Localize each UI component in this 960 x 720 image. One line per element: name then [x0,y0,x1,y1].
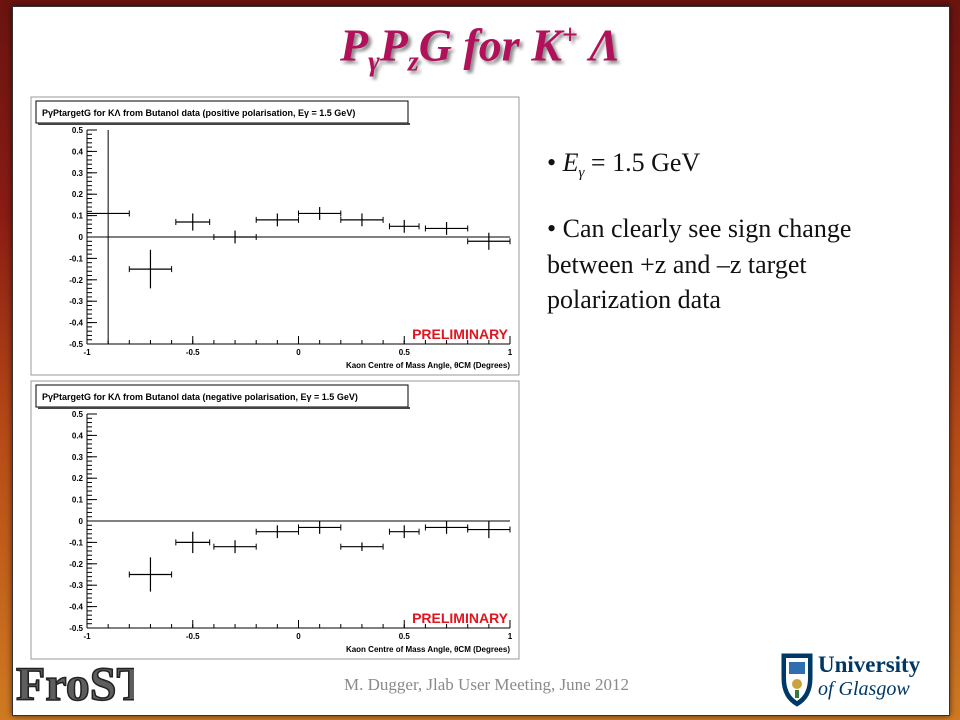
y-tick-label: 0.4 [72,431,84,440]
chart-title: PγPtargetG for KΛ from Butanol data (pos… [42,108,355,118]
x-axis-label: Kaon Centre of Mass Angle, θCM (Degrees) [346,645,510,654]
bullet-energy: • Eγ = 1.5 GeV [547,148,701,182]
data-point [388,219,420,233]
x-tick-label: 0.5 [399,348,411,357]
y-tick-label: -0.5 [69,624,83,633]
preliminary-label: PRELIMINARY [412,326,509,342]
data-point [298,521,342,534]
y-tick-label: -0.2 [69,560,83,569]
glasgow-crest-icon [781,653,813,707]
chart-title: PγPtargetG for KΛ from Butanol data (neg… [42,392,358,402]
positive-polarisation-plot: PγPtargetG for KΛ from Butanol data (pos… [30,96,520,376]
y-tick-label: 0.5 [72,126,84,135]
x-tick-label: -1 [83,348,91,357]
y-tick-label: -0.1 [69,538,83,547]
data-point [467,232,511,250]
x-axis-label: Kaon Centre of Mass Angle, θCM (Degrees) [346,361,510,370]
x-tick-label: 1 [508,348,513,357]
data-point [213,540,257,554]
university-of-glasgow-wordmark: University of Glasgow [818,652,921,700]
x-tick-label: -0.5 [186,632,200,641]
frost-logo: FroST [15,657,134,710]
footer-credit: M. Dugger, Jlab User Meeting, June 2012 [344,675,629,694]
data-point [128,249,173,289]
data-point [340,213,384,227]
x-tick-label: 1 [508,632,513,641]
y-tick-label: 0 [79,517,84,526]
y-tick-label: 0.4 [72,147,84,156]
bullet-list: • Eγ = 1.5 GeV • Can clearly see sign ch… [547,145,937,345]
y-tick-label: 0 [79,233,84,242]
slide-title: PγPzG for K+ Λ [339,19,621,78]
x-tick-label: -1 [83,632,91,641]
negative-polarisation-chart: PγPtargetG for KΛ from Butanol data (neg… [30,380,520,660]
x-tick-label: 0.5 [399,632,411,641]
y-tick-label: 0.5 [72,410,84,419]
y-tick-label: -0.3 [69,297,83,306]
y-tick-label: -0.5 [69,340,83,349]
y-tick-label: 0.3 [72,453,84,462]
data-point [424,222,469,235]
data-point [340,542,384,551]
y-tick-label: -0.3 [69,581,83,590]
y-tick-label: 0.2 [72,190,84,199]
data-point [175,531,211,554]
data-point [175,213,211,231]
frost-logo-text: FroST [16,658,134,710]
university-of-glasgow-logo [781,653,813,707]
x-tick-label: 0 [296,348,301,357]
data-point [388,525,420,539]
chart-frame [30,380,520,660]
data-point [213,230,257,244]
data-point [298,207,342,220]
y-tick-label: 0.3 [72,169,84,178]
positive-polarisation-chart: PγPtargetG for KΛ from Butanol data (pos… [30,96,520,376]
x-tick-label: 0 [296,632,301,641]
negative-polarisation-plot: PγPtargetG for KΛ from Butanol data (neg… [30,380,520,660]
chart-frame [30,96,520,376]
y-tick-label: -0.1 [69,254,83,263]
y-tick-label: 0.1 [72,496,84,505]
y-tick-label: 0.1 [72,212,84,221]
chart-title-shadow [38,407,410,409]
y-tick-label: -0.2 [69,276,83,285]
y-tick-label: 0.2 [72,474,84,483]
data-point [467,521,511,539]
y-tick-label: -0.4 [69,603,83,612]
x-tick-label: -0.5 [186,348,200,357]
y-tick-label: -0.4 [69,319,83,328]
data-point [128,557,173,592]
data-point [255,213,299,227]
bullet-sign-change: • Can clearly see sign change between +z… [547,214,852,314]
preliminary-label: PRELIMINARY [412,610,509,626]
chart-title-shadow [38,123,410,125]
data-point [86,210,130,217]
